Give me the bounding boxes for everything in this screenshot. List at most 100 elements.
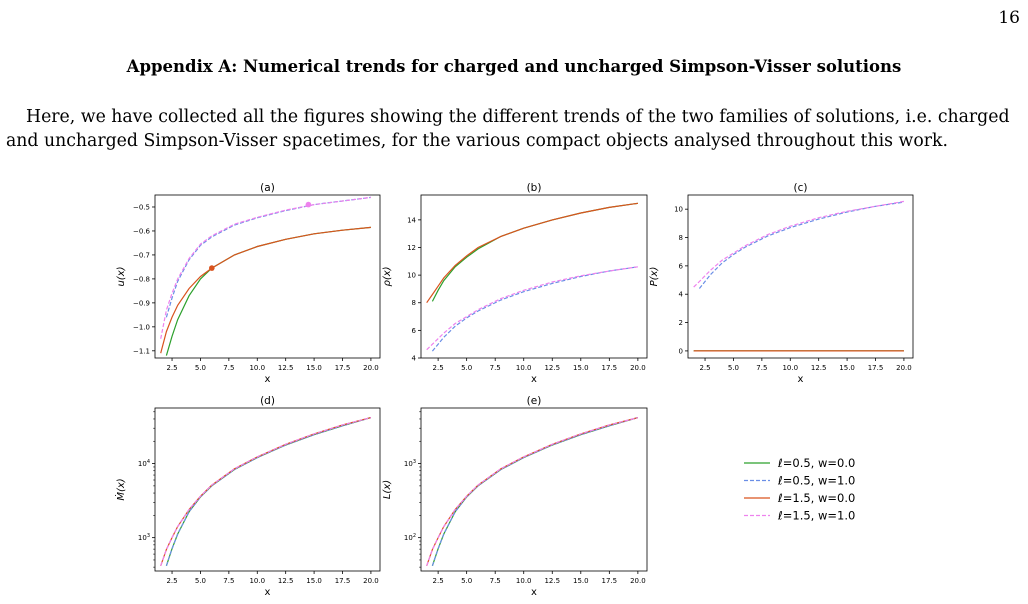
x-tick-label: 17.5: [868, 364, 884, 372]
series-line: [165, 196, 371, 318]
series-group: [160, 196, 371, 356]
chart-legend: ℓ=0.5, w=0.0 ℓ=0.5, w=1.0 ℓ=1.5, w=0.0 ℓ=1.…: [744, 456, 855, 523]
legend-label: ℓ=0.5, w=1.0: [777, 474, 855, 488]
chart-title: (c): [794, 182, 808, 194]
y-axis-label: L(x): [382, 480, 393, 499]
x-axis-label: x: [531, 587, 537, 598]
x-tick-label: 17.5: [602, 364, 618, 372]
chart-panel-4: (d) 2.5 5.0 7.5 10.0 12.5 15.0 17.5 20.0 x 104 103 Ṁ…: [114, 395, 381, 598]
y-tick-label: 14: [407, 216, 416, 224]
x-tick-label: 5.0: [728, 364, 739, 372]
intro-paragraph: Here, we have collected all the figures …: [6, 107, 1010, 151]
x-tick-label: 15.0: [573, 577, 589, 585]
series-line: [160, 417, 372, 566]
series-line: [693, 200, 905, 288]
x-tick-label: 2.5: [166, 577, 177, 585]
series-line: [426, 202, 638, 304]
series-line: [431, 417, 639, 566]
x-tick-label: 20.0: [363, 577, 379, 585]
y-tick-label: 10: [674, 206, 683, 214]
y-tick-label: 8: [679, 234, 683, 242]
chart-title: (b): [527, 182, 542, 194]
y-tick-label: 4: [412, 355, 417, 363]
x-tick-label: 20.0: [896, 364, 912, 372]
y-tick-label: −1.0: [133, 323, 150, 331]
series-line: [426, 417, 639, 566]
y-tick-label: −0.9: [133, 299, 150, 307]
series-line: [160, 417, 372, 566]
chart-panel-3: (c) 2.5 5.0 7.5 10.0 12.5 15.0 17.5 20.0 x 10 8 6 4 2 0…: [649, 182, 914, 385]
x-tick-label: 10.0: [249, 364, 265, 372]
y-tick-label: −0.8: [133, 275, 150, 283]
x-tick-label: 15.0: [306, 577, 322, 585]
y-tick-label: 8: [412, 299, 416, 307]
x-tick-label: 10.0: [516, 364, 532, 372]
chart-title: (a): [260, 182, 275, 194]
chart-panel-5: (e) 2.5 5.0 7.5 10.0 12.5 15.0 17.5 20.0 x 103 102 L…: [382, 395, 648, 598]
series-group: [693, 200, 905, 352]
x-tick-label: 10.0: [782, 364, 798, 372]
series-line: [165, 417, 372, 566]
x-tick-label: 7.5: [223, 577, 234, 585]
axes-frame: [420, 194, 648, 359]
x-tick-label: 5.0: [461, 577, 472, 585]
x-tick-label: 17.5: [335, 364, 351, 372]
series-line: [698, 201, 904, 289]
x-tick-label: 2.5: [699, 364, 710, 372]
y-tick-label: 6: [412, 327, 417, 335]
x-tick-label: 2.5: [433, 364, 444, 372]
y-axis-label: P(x): [649, 267, 660, 287]
x-tick-label: 12.5: [278, 577, 294, 585]
series-line: [165, 417, 372, 566]
y-tick-label: −1.1: [133, 347, 150, 355]
x-tick-label: 20.0: [630, 577, 646, 585]
y-axis-label: ρ(x): [382, 266, 393, 286]
x-tick-label: 7.5: [756, 364, 767, 372]
series-line: [431, 266, 638, 352]
x-tick-label: 2.5: [433, 577, 444, 585]
axes-frame: [154, 407, 381, 572]
y-axis-label: Ṁ(x): [114, 478, 127, 500]
y-tick-label: 103: [404, 459, 416, 468]
chart-panel-2: (b) 2.5 5.0 7.5 10.0 12.5 15.0 17.5 20.0 x 14 12 10 8…: [382, 182, 648, 385]
x-tick-label: 10.0: [516, 577, 532, 585]
y-axis-label: u(x): [116, 266, 127, 286]
x-axis-label: x: [531, 374, 537, 385]
x-tick-label: 15.0: [306, 364, 322, 372]
x-tick-label: 7.5: [223, 364, 234, 372]
x-tick-label: 15.0: [839, 364, 855, 372]
x-tick-label: 2.5: [166, 364, 177, 372]
x-tick-label: 5.0: [461, 364, 472, 372]
y-tick-label: 103: [138, 533, 150, 542]
series-marker: [209, 265, 215, 271]
x-tick-label: 15.0: [573, 364, 589, 372]
y-tick-label: −0.7: [133, 251, 150, 259]
y-tick-label: 2: [679, 319, 683, 327]
x-tick-label: 5.0: [195, 364, 206, 372]
axes-frame: [154, 194, 381, 359]
y-tick-label: 12: [407, 244, 416, 252]
x-tick-label: 12.5: [811, 364, 827, 372]
x-tick-label: 12.5: [544, 364, 560, 372]
x-tick-label: 20.0: [363, 364, 379, 372]
x-tick-label: 17.5: [335, 577, 351, 585]
y-tick-label: 0: [679, 347, 683, 355]
y-tick-label: 102: [404, 533, 416, 542]
section-title: Appendix A: Numerical trends for charged…: [126, 57, 902, 76]
series-group: [426, 202, 638, 352]
y-tick-label: −0.6: [133, 227, 151, 235]
series-marker: [305, 201, 312, 208]
chart-panel-1: (a) 2.5 5.0 7.5 10.0 12.5 15.0 17.5 20.0 x −0.5 −0.…: [116, 182, 381, 385]
series-line: [426, 417, 639, 566]
axes-frame: [687, 194, 914, 359]
series-group: [160, 417, 372, 566]
x-tick-label: 17.5: [602, 577, 618, 585]
x-tick-label: 7.5: [490, 364, 501, 372]
x-tick-label: 7.5: [490, 577, 501, 585]
y-tick-label: 104: [138, 459, 150, 468]
series-line: [160, 196, 371, 339]
x-axis-label: x: [798, 374, 804, 385]
x-axis-label: x: [265, 587, 271, 598]
page-number: 16: [998, 8, 1020, 28]
